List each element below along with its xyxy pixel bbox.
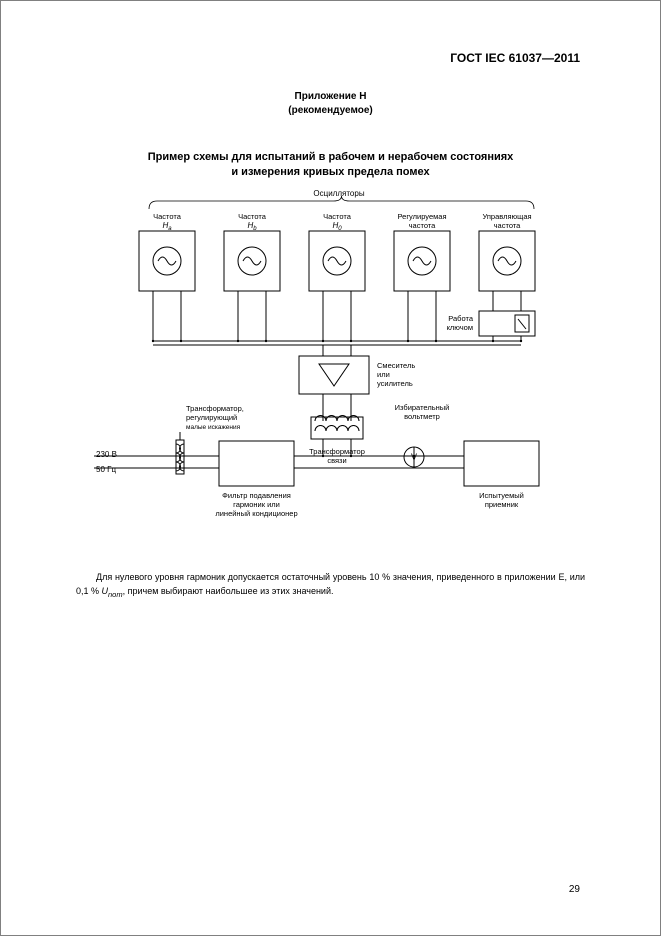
svg-text:связи: связи [327,456,346,465]
svg-text:Ha: Ha [162,221,172,232]
circuit-diagram: ОсцилляторыЧастотаHaЧастотаHbЧастотаH0Ре… [94,186,594,556]
footnote-text: Для нулевого уровня гармоник допускается… [76,571,585,600]
svg-text:Осцилляторы: Осцилляторы [313,189,364,198]
svg-text:Избирательный: Избирательный [395,403,450,412]
note-tail: , причем выбирают наибольшее из этих зна… [123,586,334,596]
page: ГОСТ IEC 61037—2011 Приложение Н (рекоме… [0,0,661,936]
note-subscript: nom [108,589,123,598]
page-number: 29 [569,884,580,895]
svg-text:Частота: Частота [238,212,267,221]
svg-text:Работа: Работа [448,314,474,323]
svg-text:Фильтр подавления: Фильтр подавления [222,491,291,500]
svg-text:230 В: 230 В [96,450,117,459]
annex-label: Приложение Н [1,91,660,102]
svg-text:или: или [377,370,390,379]
svg-text:Испытуемый: Испытуемый [479,491,524,500]
svg-text:ключом: ключом [447,323,473,332]
svg-text:50 Гц: 50 Гц [96,465,116,474]
svg-text:Смеситель: Смеситель [377,361,415,370]
svg-text:Управляющая: Управляющая [482,212,531,221]
svg-text:H0: H0 [332,221,342,232]
svg-text:гармоник или: гармоник или [233,500,280,509]
svg-text:Регулируемая: Регулируемая [397,212,446,221]
svg-text:частота: частота [409,221,437,230]
diagram-title-line2: и измерения кривых предела помех [1,166,660,178]
svg-text:линейный кондиционер: линейный кондиционер [215,509,297,518]
svg-text:приемник: приемник [485,500,519,509]
diagram-title-line1: Пример схемы для испытаний в рабочем и н… [1,151,660,163]
svg-text:регулирующий: регулирующий [186,413,237,422]
svg-text:Частота: Частота [323,212,352,221]
svg-text:Трансформатор: Трансформатор [309,447,365,456]
svg-text:Частота: Частота [153,212,182,221]
svg-text:Hb: Hb [247,221,257,232]
svg-text:вольтметр: вольтметр [404,412,440,421]
svg-text:усилитель: усилитель [377,379,413,388]
svg-text:малые искажения: малые искажения [186,424,241,431]
svg-text:Трансформатор,: Трансформатор, [186,404,244,413]
document-header: ГОСТ IEC 61037—2011 [450,51,580,65]
svg-text:частота: частота [494,221,522,230]
annex-note: (рекомендуемое) [1,105,660,116]
